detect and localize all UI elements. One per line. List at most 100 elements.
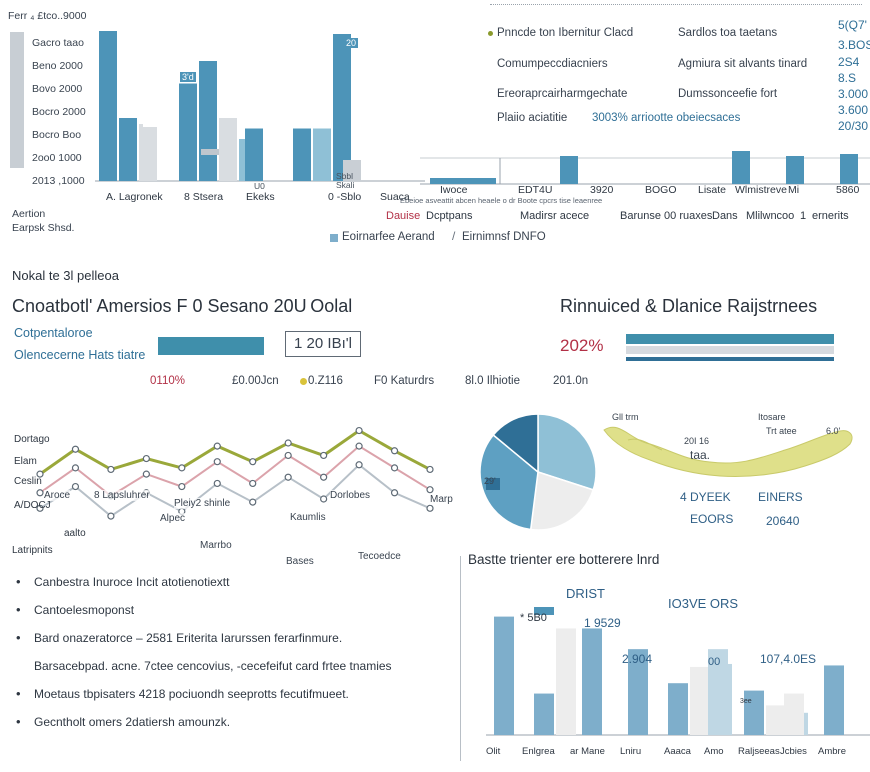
- line-point: [36, 504, 44, 512]
- line-series-2: [39, 463, 431, 518]
- br-bar-2-0: [582, 628, 602, 735]
- line-point: [213, 442, 221, 450]
- stat-2: £0.00Jcn: [232, 375, 279, 387]
- table-top-rule: [490, 0, 862, 5]
- y-tick-label: Bovo 2000: [32, 83, 83, 95]
- stat-4: F0 Katurdrs: [374, 375, 435, 387]
- strip-small-text: Ebeioe asveattit abcen heaele o dr Boote…: [400, 196, 603, 205]
- br-annotation: 00: [708, 656, 721, 668]
- line-point: [178, 482, 186, 491]
- metric-bar: [158, 337, 264, 355]
- note-item: Bard onazeratorce – 2581 Eriterita Iarur…: [14, 624, 454, 652]
- strip-bar: [560, 156, 578, 184]
- line-point: [213, 479, 221, 488]
- line-inner-label: Aroce: [44, 490, 71, 501]
- bottom-chart-frame: [460, 556, 461, 761]
- bar-tag: 20: [344, 38, 359, 48]
- br-bar-8-0: [824, 665, 844, 735]
- line-point: [36, 489, 44, 497]
- line-point: [426, 486, 434, 494]
- map-label: 6.0': [826, 426, 841, 436]
- strip-tick: Lisate: [698, 184, 727, 196]
- br-category: Raljseeas: [738, 746, 780, 757]
- metric-row-1: Cotpentaloroe: [14, 326, 93, 340]
- line-chart: [36, 426, 434, 520]
- strip-row-label: Madirsr acece: [520, 210, 590, 222]
- notes-list: Canbestra Inuroce Incit atotienotiexttCa…: [14, 568, 454, 736]
- br-category: Ambre: [818, 746, 846, 757]
- br-category: Enlgrea: [522, 746, 555, 757]
- line-point: [390, 447, 399, 455]
- category-label: A. Lagronek: [106, 191, 163, 203]
- br-bar-0-0: [494, 616, 514, 735]
- br-category: Olit: [486, 746, 501, 757]
- br-category: Amo: [704, 746, 724, 757]
- stat-6: 201.0n: [553, 375, 589, 387]
- bar-3-4: [333, 34, 351, 181]
- table-r4-c2: 3003% arriootte obeiecsaces: [592, 112, 741, 124]
- line-inner-label: Alpec: [160, 513, 186, 524]
- line-point: [284, 473, 292, 481]
- br-bar-cap: [534, 607, 554, 615]
- bar-3-3: [313, 128, 331, 181]
- br-annotation: 107,4.0ES: [760, 652, 817, 666]
- table-r1-c2: Sardlos toa taetans: [678, 27, 778, 39]
- stat-1: 0110%: [150, 375, 185, 387]
- pie-slice-2: [479, 433, 539, 531]
- category-label: Ekeks: [246, 191, 275, 203]
- strip-row-label: 1: [800, 210, 807, 222]
- map-shape: [603, 426, 853, 477]
- bar-4-5: [343, 160, 361, 181]
- line-left-label: A/DOCJ: [14, 500, 51, 511]
- line-inner-label: Kaumlis: [290, 512, 326, 523]
- legend-divider: /: [452, 229, 456, 243]
- line-inner-label: Marrbo: [200, 540, 232, 551]
- note-item: Cantoelesmoponst: [14, 596, 454, 624]
- map-label: 4 DYEEK: [680, 490, 731, 504]
- strip-bar: [786, 156, 804, 184]
- y-tick-label: 2013 ,1000: [32, 175, 85, 187]
- legend-label-2: Eirnimnsf DNFO: [462, 231, 546, 243]
- table-r3-c3: 2S4 8.S: [838, 55, 860, 85]
- pie-slice-0: [537, 413, 597, 491]
- bottom-bar-chart: [486, 607, 870, 736]
- line-point: [355, 442, 363, 450]
- bar-tag: 3'd: [180, 72, 196, 82]
- line-inner-label: Tecoedce: [358, 551, 401, 562]
- pie-slice-3: [492, 413, 539, 474]
- strip-tick: EDT4U: [518, 184, 553, 196]
- br-bar-4-0: [668, 683, 688, 735]
- line-left-label: Ceslin: [14, 476, 42, 487]
- map-label: Gll trm: [612, 412, 639, 422]
- percent-bar-2: [626, 346, 834, 354]
- br-bar-1-1: [556, 628, 576, 735]
- metric-value-box: 1 20 IBı'l: [285, 331, 361, 357]
- line-point: [426, 504, 434, 512]
- strip-tick: Mi: [788, 184, 800, 196]
- note-item: Barsacebpad. acne. 7ctee cencovius, -cec…: [34, 659, 392, 673]
- note-item: Gecntholt omers 2datiersh amounzk.: [14, 708, 454, 736]
- table-r4-c1: Plaiio aciatitie: [497, 112, 568, 124]
- bar-0-1: [119, 118, 137, 181]
- map-label: EINERS: [758, 490, 803, 504]
- aside-subtitle: Earpsk Shsd.: [12, 222, 75, 234]
- strip-row-label: Barunse 00 ruaxes: [620, 210, 713, 222]
- map-label: EOORS: [690, 512, 734, 526]
- category-sublabel: U0: [254, 181, 265, 191]
- br-category: Aaaca: [664, 746, 691, 757]
- bar-0-0: [99, 31, 117, 181]
- aside-title: Aertion: [12, 208, 46, 220]
- note-item: Canbestra Inuroce Incit atotienotiextt: [14, 568, 454, 596]
- line-point: [71, 464, 80, 472]
- bar-1-1: [199, 61, 217, 181]
- line-point: [355, 426, 363, 435]
- br-annotation: 2.904: [622, 652, 653, 666]
- legend-swatch-1: [330, 234, 338, 242]
- br-bar-7-1: [784, 693, 804, 735]
- br-annotation: * 5B0: [520, 612, 547, 624]
- line-point: [71, 482, 80, 491]
- note-item: Moetaus tbpisaters 4218 pociuondh seepro…: [14, 680, 454, 708]
- table-r1-c3: 5(Q7': [838, 18, 867, 32]
- line-inner-label: Bases: [286, 556, 314, 567]
- bar-2-1: [245, 128, 263, 181]
